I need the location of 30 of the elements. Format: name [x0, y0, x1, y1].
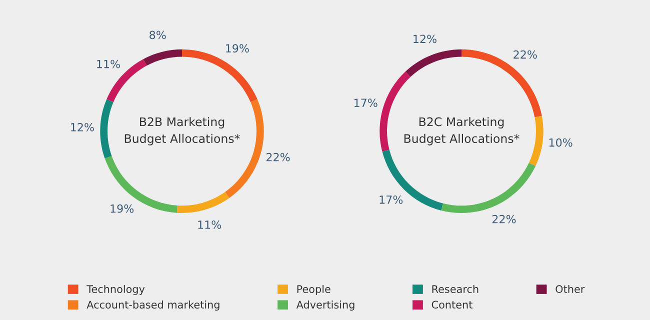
legend-label: Content: [432, 300, 472, 309]
data-label: 11%: [198, 220, 222, 229]
data-label: 19%: [226, 44, 249, 53]
data-label: 12%: [414, 34, 436, 44]
donut-slice: [441, 162, 536, 214]
legend-label: Advertising: [296, 300, 354, 311]
data-label: 22%: [514, 50, 537, 59]
donut-slice: [104, 156, 178, 213]
donut-slice: [528, 116, 544, 166]
data-label: 17%: [380, 195, 403, 204]
data-label: 17%: [354, 98, 378, 108]
text: B2C Marketing Budget Allocations*: [404, 117, 520, 146]
data-label: 12%: [71, 122, 94, 132]
donut-slice: [176, 192, 230, 214]
data-label: 22%: [492, 214, 516, 224]
legend-label: Other: [556, 284, 585, 294]
data-label: 19%: [110, 204, 134, 213]
data-label: 8%: [150, 30, 166, 40]
legend-label: Account-based marketing: [86, 300, 220, 311]
donut-slice: [405, 49, 462, 77]
data-label: 22%: [266, 152, 290, 162]
data-label: 11%: [97, 60, 120, 68]
data-label: 10%: [549, 138, 572, 147]
legend-label: Technology: [86, 284, 145, 296]
legend-label: Research: [432, 284, 478, 294]
donut-slice: [143, 49, 182, 66]
donut-slice: [100, 99, 114, 158]
legend-label: People: [297, 284, 330, 296]
text: B2B Marketing Budget Allocations*: [124, 117, 240, 146]
donut-slice: [462, 49, 542, 118]
